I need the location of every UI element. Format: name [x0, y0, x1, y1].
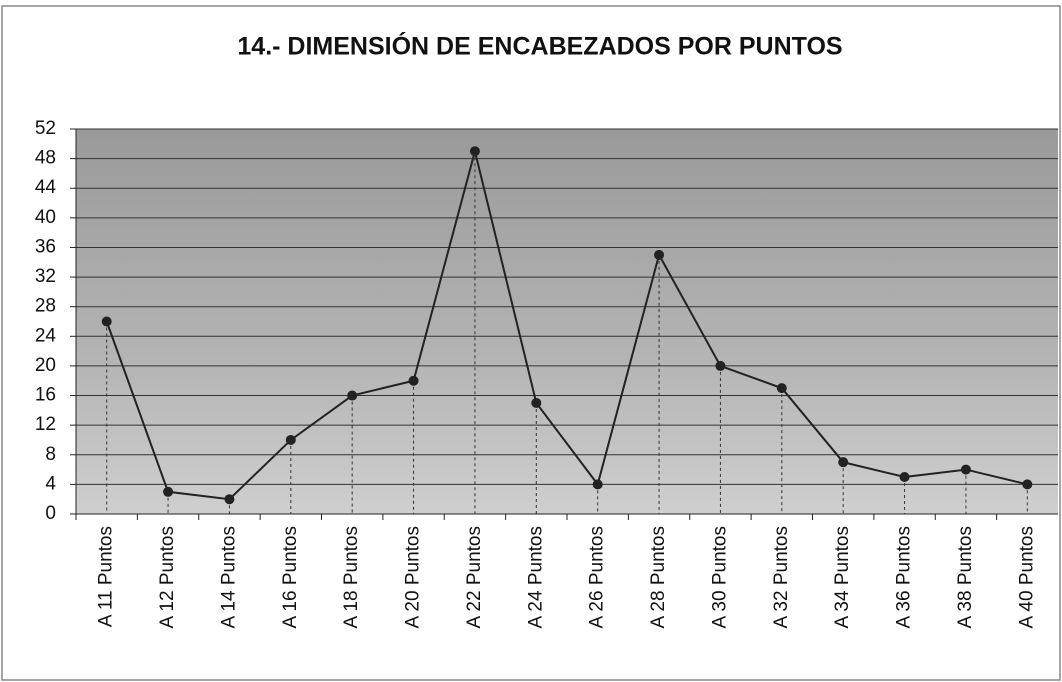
- frame: [1, 5, 1061, 681]
- y-tick-label: 44: [35, 177, 57, 198]
- y-tick-label: 4: [45, 473, 56, 494]
- y-tick-label: 24: [35, 325, 57, 346]
- data-point: [408, 375, 419, 386]
- data-line: [105, 150, 1028, 501]
- x-tick-label: A 16 Puntos: [280, 526, 301, 628]
- y-tick-label: 40: [35, 207, 56, 228]
- data-point: [347, 390, 358, 401]
- y-tick-label: 52: [35, 118, 56, 139]
- y-tick-label: 0: [45, 503, 56, 524]
- y-tick-label: 16: [35, 385, 56, 406]
- data-point: [285, 434, 296, 445]
- x-tick-label: A 32 Puntos: [771, 526, 792, 628]
- y-tick-label: 20: [35, 355, 56, 376]
- x-tick-label: A 34 Puntos: [832, 526, 853, 628]
- x-tick-label: A 28 Puntos: [648, 526, 669, 628]
- x-tick-label: A 38 Puntos: [955, 526, 976, 628]
- x-tick-label: A 24 Puntos: [525, 526, 546, 628]
- y-tick-label: 28: [35, 296, 56, 317]
- x-tick-label: A 12 Puntos: [157, 526, 178, 628]
- data-point: [531, 397, 542, 408]
- x-tick-label: A 22 Puntos: [464, 526, 485, 628]
- data-point: [960, 464, 971, 475]
- y-tick-label: 36: [35, 236, 56, 257]
- data-point: [654, 249, 665, 260]
- data-point: [838, 457, 849, 468]
- y-tick-label: 32: [35, 266, 56, 287]
- x-tick-label: A 30 Puntos: [709, 526, 730, 628]
- data-point: [1022, 479, 1033, 490]
- plot-area: [76, 129, 1058, 514]
- y-tick-label: 12: [35, 414, 56, 435]
- x-tick-label: A 36 Puntos: [894, 526, 915, 628]
- x-tick-label: A 18 Puntos: [341, 526, 362, 628]
- x-tick-label: A 14 Puntos: [218, 526, 239, 628]
- y-tick-label: 48: [35, 148, 56, 169]
- x-tick-label: A 11 Puntos: [96, 526, 117, 627]
- data-point: [469, 146, 480, 157]
- x-tick-label: A 20 Puntos: [403, 526, 424, 628]
- y-tick-label: 8: [45, 444, 56, 465]
- data-point: [776, 383, 787, 394]
- data-point: [715, 360, 726, 371]
- data-point: [163, 486, 174, 497]
- data-point: [101, 316, 112, 327]
- chart-title: 14.- DIMENSIÓN DE ENCABEZADOS POR PUNTOS: [237, 31, 842, 61]
- data-point: [592, 479, 603, 490]
- x-tick-label: A 40 Puntos: [1016, 526, 1037, 628]
- data-point: [224, 494, 235, 505]
- x-tick-label: A 26 Puntos: [587, 526, 608, 628]
- data-point: [899, 471, 910, 482]
